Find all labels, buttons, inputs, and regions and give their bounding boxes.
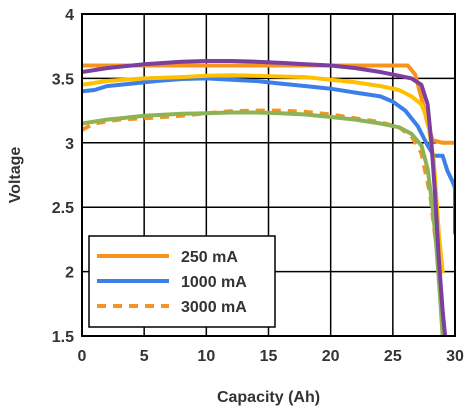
x-tick-label: 20 (322, 348, 340, 365)
x-tick-label: 0 (78, 348, 87, 365)
legend-label: 250 mA (181, 249, 238, 266)
y-tick-label: 2.5 (52, 200, 74, 217)
y-tick-label: 1.5 (52, 329, 74, 346)
series-line-5 (82, 110, 445, 336)
x-tick-label: 30 (446, 348, 464, 365)
x-tick-label: 5 (140, 348, 149, 365)
series-lines (82, 59, 455, 336)
series-line-1 (82, 76, 455, 235)
legend-label: 3000 mA (181, 299, 247, 316)
x-tick-label: 15 (260, 348, 278, 365)
y-tick-label: 3.5 (52, 71, 74, 88)
series-line-4 (82, 59, 448, 336)
y-axis-title: Voltage (7, 147, 24, 204)
x-tick-label: 10 (197, 348, 215, 365)
legend: 250 mA 1000 mA 3000 mA (88, 235, 276, 328)
x-tick-label: 25 (384, 348, 402, 365)
tick-labels: 0 5 10 15 20 25 30 1.5 2 2.5 3 3.5 4 (52, 7, 464, 365)
y-tick-label: 3 (65, 136, 74, 153)
x-axis-title: Capacity (Ah) (217, 389, 320, 406)
y-tick-label: 2 (65, 265, 74, 282)
y-tick-label: 4 (65, 7, 74, 24)
legend-label: 1000 mA (181, 274, 247, 291)
plot-frame (81, 13, 456, 337)
